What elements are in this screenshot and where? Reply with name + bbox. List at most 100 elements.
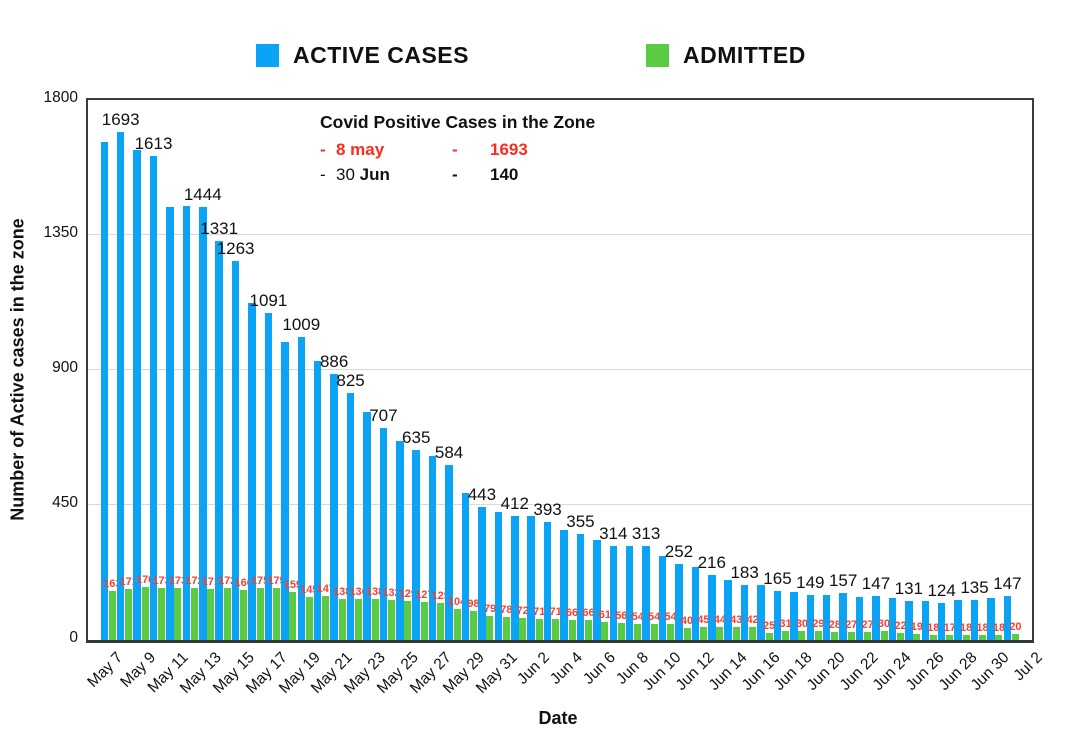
admitted-bar	[782, 630, 790, 640]
active-bar-label: 584	[434, 442, 464, 462]
x-tick-label: Jun 4	[547, 649, 587, 688]
legend-item-active-cases: ACTIVE CASES	[256, 42, 469, 69]
admitted-bar-label: 66	[582, 607, 595, 620]
admitted-legend-label: ADMITTED	[683, 42, 806, 68]
admitted-bar	[847, 631, 855, 640]
active-bar	[281, 341, 289, 640]
active-bar	[330, 374, 338, 640]
admitted-bar-label: 127	[415, 588, 434, 601]
admitted-bar-label: 176	[135, 574, 155, 587]
admitted-bar-label: 79	[483, 603, 497, 616]
active-bar	[527, 515, 535, 640]
active-bar-label: 886	[319, 352, 349, 372]
active-bar	[149, 156, 158, 640]
admitted-bar-label: 30	[795, 618, 809, 630]
active-bar	[100, 142, 108, 640]
active-bar	[888, 598, 897, 640]
admitted-bar-label: 18	[976, 621, 989, 634]
active-bar	[560, 529, 568, 640]
active-cases-legend-label: ACTIVE CASES	[293, 42, 469, 68]
admitted-bar-label: 173	[168, 575, 188, 588]
active-bar-label: 1091	[249, 290, 288, 310]
active-bar	[297, 337, 306, 640]
admitted-bar	[437, 602, 445, 640]
admitted-bar	[158, 588, 166, 640]
active-bar	[987, 598, 995, 640]
active-bar	[839, 592, 847, 640]
active-bar	[921, 601, 929, 640]
admitted-bar	[486, 616, 494, 640]
active-bar	[199, 206, 207, 640]
active-bar	[773, 590, 782, 640]
admitted-bar	[962, 634, 970, 640]
annotation-row: -30 Jun -140	[320, 165, 519, 184]
admitted-bar	[896, 633, 904, 640]
y-tick-label-1800: 1800	[43, 89, 78, 106]
active-bar	[543, 522, 552, 640]
y-tick-label-450: 450	[52, 494, 78, 511]
legend-item-admitted: ADMITTED	[646, 42, 806, 69]
active-bar-label: 443	[467, 485, 497, 505]
admitted-bar-label: 171	[201, 575, 220, 588]
x-axis-title: Date	[538, 708, 578, 728]
active-bar	[346, 392, 355, 640]
active-bar	[790, 592, 798, 640]
active-bar-label: 183	[730, 563, 759, 583]
admitted-bar	[732, 627, 740, 640]
active-bar-label: 1263	[216, 239, 255, 259]
active-bar	[872, 595, 880, 640]
annotation-box: Covid Positive Cases in the Zone -8 may -…	[320, 112, 595, 187]
active-bar	[593, 539, 601, 640]
active-bar	[215, 240, 223, 640]
active-cases-legend-swatch	[256, 44, 279, 67]
active-bar	[625, 545, 634, 640]
admitted-bar	[979, 634, 987, 640]
admitted-bar	[519, 618, 527, 640]
active-bar	[511, 516, 519, 640]
active-bar	[478, 507, 486, 640]
active-bar	[757, 585, 765, 640]
admitted-bar-label: 17	[943, 621, 956, 634]
y-tick-label-1350: 1350	[43, 224, 78, 241]
admitted-bar	[634, 623, 642, 640]
active-bar-label: 1444	[183, 184, 222, 204]
admitted-bar	[207, 588, 215, 640]
gridline-450	[88, 504, 1032, 505]
admitted-bar-label: 138	[332, 585, 352, 598]
admitted-bar-label: 98	[467, 597, 480, 610]
admitted-bar	[683, 628, 691, 640]
admitted-bar	[584, 620, 592, 640]
admitted-bar-label: 54	[664, 610, 677, 623]
active-bar	[264, 312, 273, 640]
active-bar	[691, 566, 700, 640]
active-bar	[822, 595, 831, 640]
admitted-bar-label: 45	[697, 613, 710, 626]
admitted-bar-label: 61	[598, 608, 612, 621]
active-bar	[806, 595, 815, 640]
admitted-bar-label: 175	[250, 574, 270, 587]
active-bar	[412, 449, 420, 640]
active-bar	[461, 493, 470, 640]
active-bar-label: 314	[599, 523, 628, 543]
admitted-bar	[880, 631, 888, 640]
admitted-bar-label: 72	[516, 605, 529, 618]
active-bar	[445, 464, 453, 640]
admitted-bar-label: 147	[316, 582, 335, 595]
admitted-bar-label: 29	[812, 618, 825, 631]
y-tick-label-0: 0	[69, 629, 78, 646]
active-bar	[182, 206, 191, 640]
admitted-bar	[190, 588, 198, 640]
active-bar	[954, 599, 962, 640]
admitted-bar	[404, 601, 412, 640]
x-tick-label: Jul 2	[1010, 649, 1046, 685]
admitted-bar-label: 66	[565, 607, 579, 620]
admitted-bar-label: 71	[533, 605, 546, 618]
admitted-bar-label: 27	[861, 618, 874, 631]
admitted-bar-label: 163	[103, 578, 122, 591]
admitted-bar-label: 19	[910, 621, 923, 634]
active-bar	[231, 261, 240, 640]
active-bar-label: 355	[566, 511, 595, 531]
admitted-bar-label: 171	[119, 575, 138, 588]
admitted-bar-label: 172	[185, 575, 204, 588]
active-bar	[970, 599, 979, 640]
